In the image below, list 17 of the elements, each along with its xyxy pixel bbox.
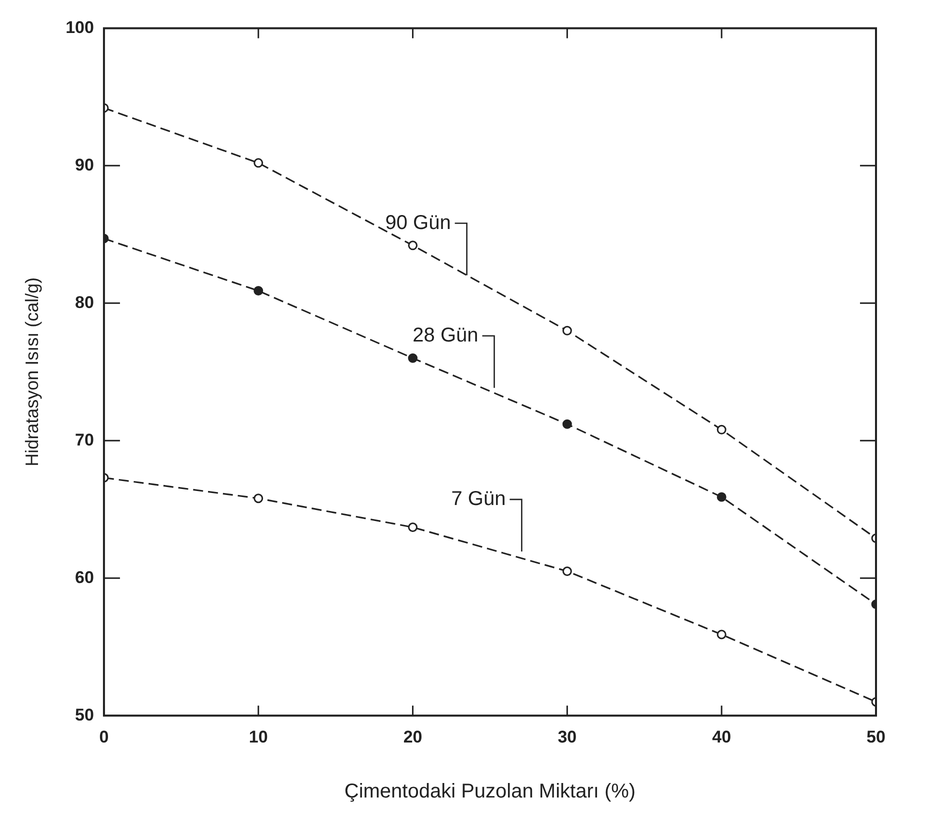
x-tick-label: 30 <box>558 727 577 746</box>
y-tick-label: 70 <box>75 430 94 450</box>
x-tick-label: 50 <box>866 727 886 746</box>
y-tick-label: 100 <box>66 18 94 37</box>
x-tick-label: 0 <box>99 727 109 746</box>
x-axis-title: Çimentodaki Puzolan Miktarı (%) <box>344 780 636 803</box>
series-label: 7 Gün <box>451 488 506 510</box>
series-label: 90 Gün <box>385 212 451 234</box>
y-axis-title: Hidratasyon Isısı (cal/g) <box>22 277 42 466</box>
x-tick-label: 20 <box>403 727 422 746</box>
y-tick-label: 80 <box>75 292 94 312</box>
y-tick-label: 90 <box>75 155 94 174</box>
y-tick-label: 50 <box>75 705 94 724</box>
series-label: 28 Gün <box>412 324 478 346</box>
x-tick-label: 40 <box>712 727 732 746</box>
x-tick-label: 10 <box>248 727 268 746</box>
y-tick-label: 60 <box>75 568 94 587</box>
